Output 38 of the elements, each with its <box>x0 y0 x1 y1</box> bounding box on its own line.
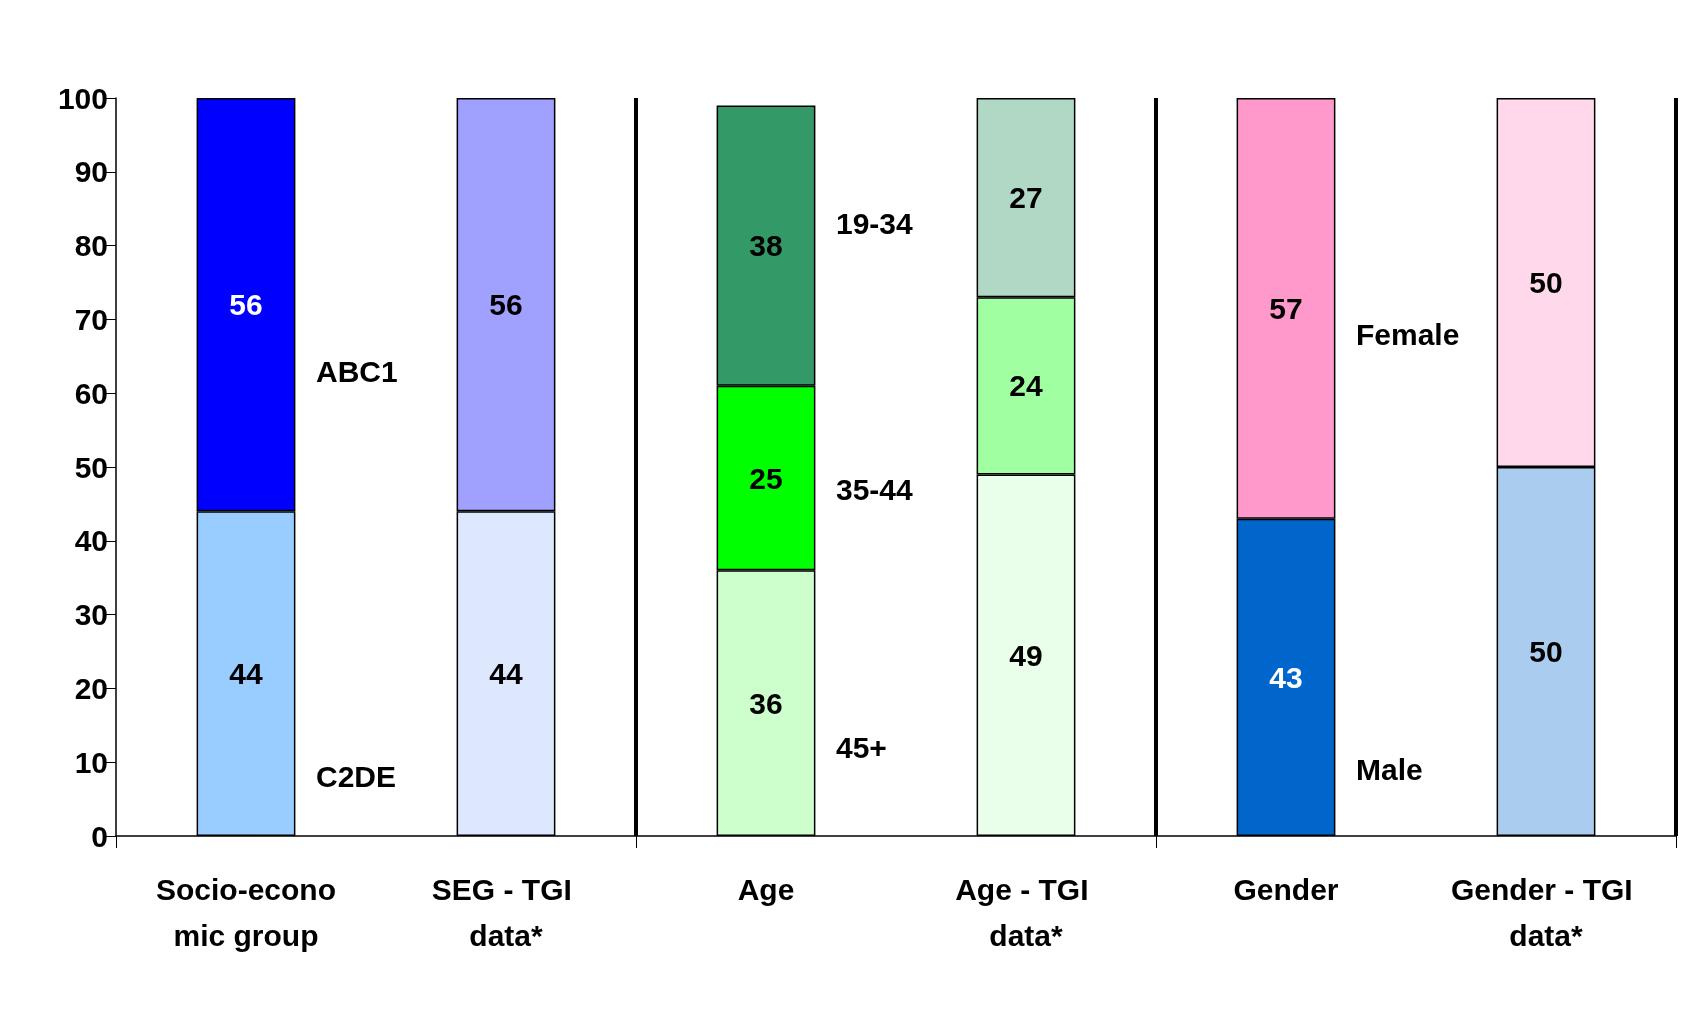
annotation: 35-44 <box>836 472 914 506</box>
data-label: 24 <box>1009 369 1043 403</box>
data-label: 50 <box>1529 635 1563 668</box>
y-tick-label: 10 <box>74 745 108 779</box>
y-tick-label: 30 <box>74 598 108 632</box>
x-tick-label: Socio-economic group <box>155 872 337 952</box>
data-label: 27 <box>1009 181 1043 215</box>
y-tick-label: 100 <box>57 81 108 115</box>
x-tick-label: Gender - TGI data* <box>1450 872 1642 952</box>
data-label: 38 <box>749 229 783 263</box>
data-label: 50 <box>1529 266 1563 299</box>
annotation: 19-34 <box>836 206 914 240</box>
y-tick-label: 70 <box>74 302 108 336</box>
x-tick-label: Age <box>737 872 795 906</box>
annotation: C2DE <box>316 760 397 794</box>
data-label: 56 <box>489 288 523 322</box>
data-label: 56 <box>229 288 263 322</box>
y-tick-label: 40 <box>74 524 108 558</box>
data-label: 49 <box>1009 638 1043 672</box>
y-tick-label: 50 <box>74 450 108 484</box>
y-tick-label: 0 <box>91 819 108 853</box>
annotation: 45+ <box>836 730 887 764</box>
data-label: 36 <box>749 686 783 720</box>
data-label: 44 <box>229 657 263 691</box>
y-tick-label: 60 <box>74 376 108 410</box>
y-tick-label: 90 <box>74 155 108 189</box>
data-label: 44 <box>489 657 523 691</box>
x-tick-label: Gender <box>1233 872 1339 906</box>
x-tick-label: Age - TGI data* <box>955 872 1097 952</box>
data-label: 25 <box>749 461 783 495</box>
y-tick-label: 20 <box>74 671 108 705</box>
annotation: Male <box>1356 753 1423 787</box>
y-tick-label: 80 <box>74 229 108 263</box>
annotation: Female <box>1356 317 1460 351</box>
data-label: 57 <box>1269 291 1303 325</box>
x-tick-label: SEG - TGI data* <box>431 872 581 952</box>
annotation: ABC1 <box>316 354 398 388</box>
data-label: 43 <box>1269 660 1303 694</box>
